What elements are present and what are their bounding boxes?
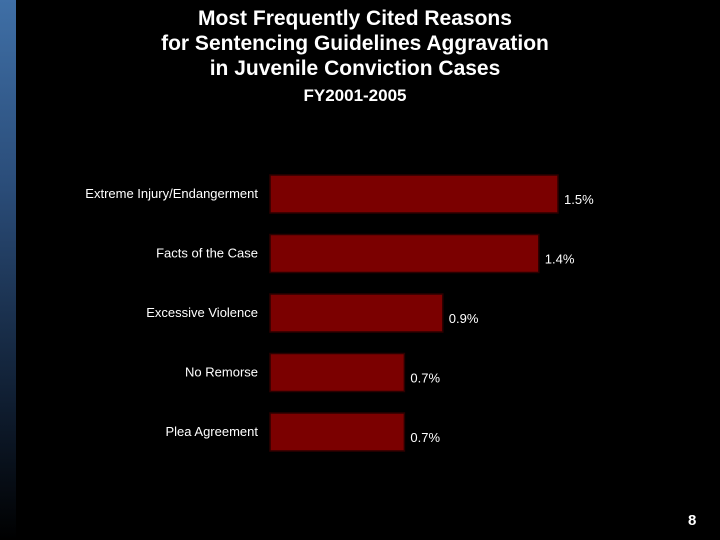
value-label-2: 0.9% xyxy=(449,311,479,326)
bar-1 xyxy=(269,233,540,274)
title-line-3: in Juvenile Conviction Cases xyxy=(209,57,501,80)
subtitle: FY2001-2005 xyxy=(303,86,407,105)
left-gradient-bar xyxy=(0,0,16,540)
bar-3 xyxy=(269,352,406,393)
bar-2 xyxy=(269,293,444,333)
category-label-2: Excessive Violence xyxy=(146,305,258,320)
value-label-0: 1.5% xyxy=(564,192,594,207)
category-label-4: Plea Agreement xyxy=(165,424,258,439)
category-label-1: Facts of the Case xyxy=(156,246,258,261)
category-label-0: Extreme Injury/Endangerment xyxy=(85,186,258,201)
title-line-2: for Sentencing Guidelines Aggravation xyxy=(161,32,549,55)
title-line-1: Most Frequently Cited Reasons xyxy=(198,7,512,30)
bar-4 xyxy=(269,412,406,452)
page-number: 8 xyxy=(688,512,697,529)
title-block: Most Frequently Cited Reasons for Senten… xyxy=(0,6,720,106)
value-label-4: 0.7% xyxy=(410,430,440,445)
value-label-3: 0.7% xyxy=(410,371,440,386)
value-label-1: 1.4% xyxy=(545,252,575,267)
category-label-3: No Remorse xyxy=(185,365,258,380)
bar-0 xyxy=(269,174,559,214)
